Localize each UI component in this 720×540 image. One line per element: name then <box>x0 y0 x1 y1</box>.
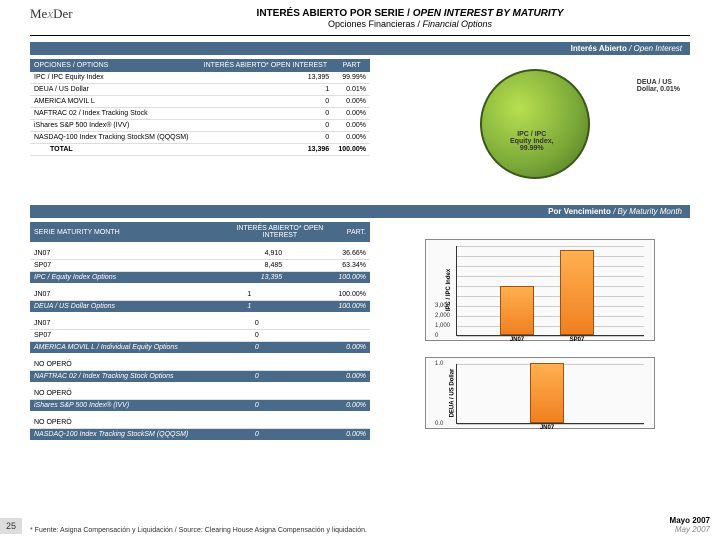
bar-chart-ipc: IPC / IPC Index 01,0002,0003,000JN07SP07 <box>425 239 655 341</box>
pie-slice-ipc <box>480 69 590 179</box>
header-rule <box>30 35 690 36</box>
page-footer: 25 * Fuente: Asigna Compensación y Liqui… <box>0 516 720 534</box>
bar <box>500 286 534 335</box>
group-total-row: DEUA / US Dollar Options1100.00% <box>30 301 370 313</box>
pie-label-ipc: IPC / IPCEquity Index,99.99% <box>510 131 554 152</box>
table-row: IPC / IPC Equity Index13,39599.99% <box>30 72 370 84</box>
ytick-label: 1.0 <box>435 361 443 367</box>
table-row: SP078,48563.34% <box>30 260 370 272</box>
group-total-row: NASDAQ-100 Index Tracking StockSM (QQQSM… <box>30 429 370 441</box>
bar <box>530 363 564 423</box>
bar <box>560 250 594 335</box>
xtick-label: JN07 <box>510 337 524 343</box>
footnote: * Fuente: Asigna Compensación y Liquidac… <box>30 527 670 534</box>
ytick-label: 3,000 <box>435 303 450 309</box>
maturity-group-table: NO OPERÓNASDAQ-100 Index Tracking StockS… <box>30 417 370 440</box>
group-total-row: iShares S&P 500 Index® (IVV)00.00% <box>30 400 370 412</box>
table-row: NO OPERÓ <box>30 359 370 371</box>
table-row: NO OPERÓ <box>30 417 370 429</box>
col-options: OPCIONES / OPTIONS <box>30 59 198 72</box>
xtick-label: JN07 <box>540 425 554 431</box>
ytick-label: 0 <box>435 333 438 339</box>
table-row: NASDAQ-100 Index Tracking StockSM (QQQSM… <box>30 132 370 144</box>
group-total-row: IPC / Equity Index Options13,395100.00% <box>30 272 370 284</box>
group-total-row: NAFTRAC 02 / Index Tracking Stock Option… <box>30 371 370 383</box>
table-row: SP070 <box>30 330 370 342</box>
table-row: JN074,91036.66% <box>30 248 370 260</box>
chart2-ylabel: DEUA / US Dollar <box>449 369 455 418</box>
section-bar-maturity: Por Vencimiento / By Maturity Month <box>30 205 690 218</box>
page-header: MexDer INTERÉS ABIERTO POR SERIE / OPEN … <box>0 0 720 33</box>
logo: MexDer <box>30 6 73 22</box>
table-row: NAFTRAC 02 / Index Tracking Stock00.00% <box>30 108 370 120</box>
ytick-label: 1,000 <box>435 323 450 329</box>
xtick-label: SP07 <box>570 337 585 343</box>
ytick-label: 0.0 <box>435 421 443 427</box>
pie-chart: DEUA / USDollar, 0.01% IPC / IPCEquity I… <box>400 59 680 199</box>
table-row: AMERICA MOVIL L00.00% <box>30 96 370 108</box>
col-open-interest: INTERÉS ABIERTO* OPEN INTEREST <box>198 59 334 72</box>
date-block: Mayo 2007 May 2007 <box>670 516 710 534</box>
section-bar-open-interest: Interés Abierto / Open Interest <box>30 42 690 55</box>
maturity-group-table: NO OPERÓNAFTRAC 02 / Index Tracking Stoc… <box>30 359 370 382</box>
table-row: NO OPERÓ <box>30 388 370 400</box>
table-row: JN070 <box>30 318 370 330</box>
ytick-label: 2,000 <box>435 313 450 319</box>
page-number: 25 <box>0 518 22 534</box>
options-table: OPCIONES / OPTIONS INTERÉS ABIERTO* OPEN… <box>30 59 370 156</box>
maturity-group-table: NO OPERÓiShares S&P 500 Index® (IVV)00.0… <box>30 388 370 411</box>
bar-chart-deua: DEUA / US Dollar 0.0 1.0 JN07 <box>425 357 655 429</box>
maturity-group-table: JN071100.00%DEUA / US Dollar Options1100… <box>30 289 370 312</box>
page-title: INTERÉS ABIERTO POR SERIE / OPEN INTERES… <box>130 8 690 19</box>
group-total-row: AMERICA MOVIL L / Individual Equity Opti… <box>30 342 370 354</box>
table-row: JN071100.00% <box>30 289 370 301</box>
maturity-group-table: JN070SP070AMERICA MOVIL L / Individual E… <box>30 318 370 353</box>
table-row: DEUA / US Dollar10.01% <box>30 84 370 96</box>
page-subtitle: Opciones Financieras / Financial Options <box>130 19 690 29</box>
table-row: iShares S&P 500 Index® (IVV)00.00% <box>30 120 370 132</box>
pie-label-deua: DEUA / USDollar, 0.01% <box>637 79 680 93</box>
col-part: PART <box>333 59 370 72</box>
table-total-row: TOTAL13,396100.00% <box>30 144 370 156</box>
maturity-group-table: JN074,91036.66%SP078,48563.34%IPC / Equi… <box>30 248 370 283</box>
